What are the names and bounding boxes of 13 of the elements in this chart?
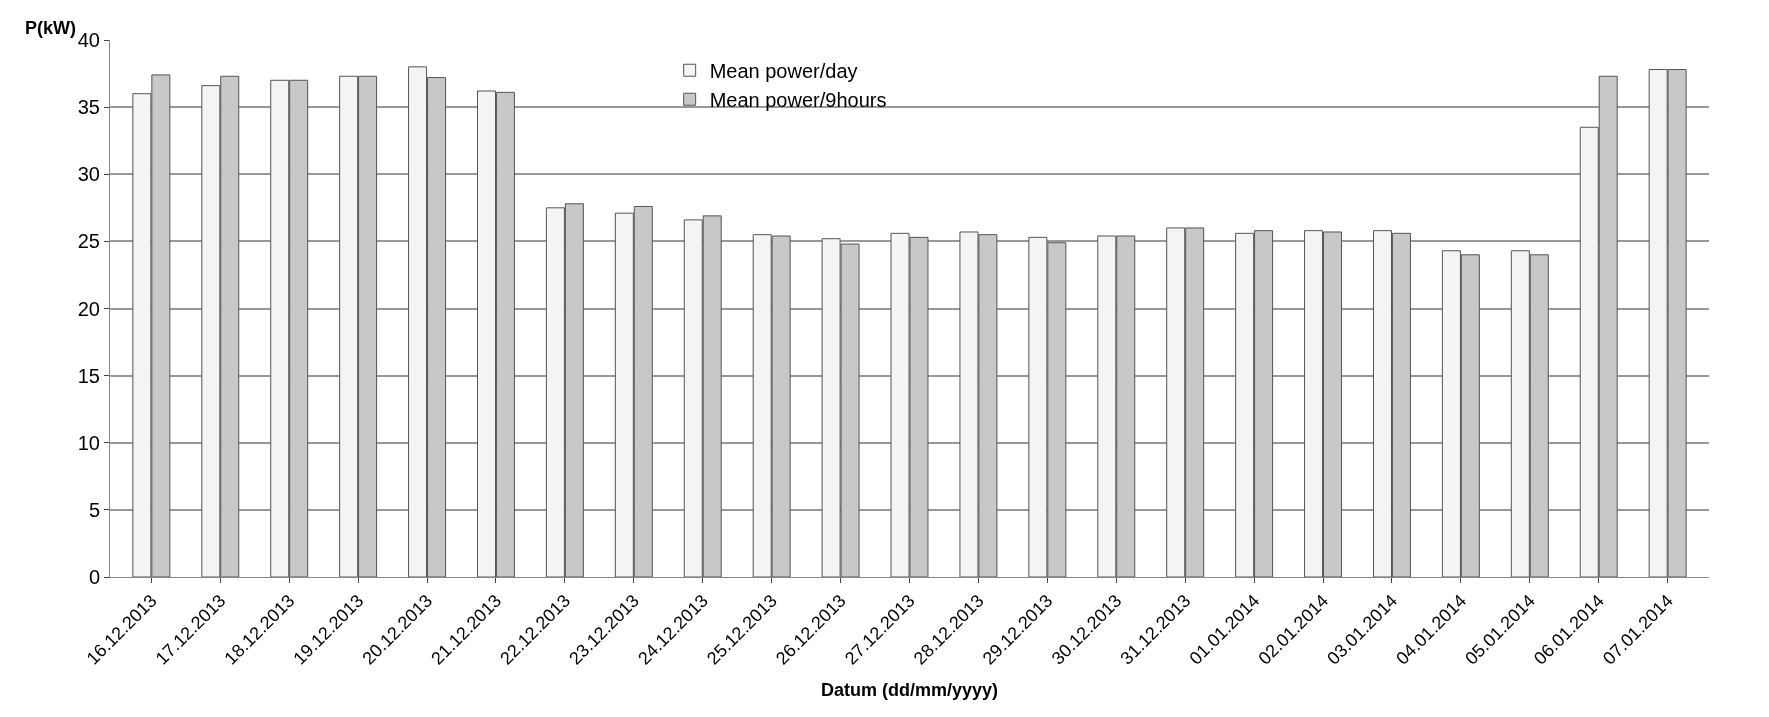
x-axis-title: Datum (dd/mm/yyyy) xyxy=(820,679,999,700)
legend-label: Mean power/day xyxy=(709,60,858,83)
y-tick-label: 15 xyxy=(77,364,100,387)
y-tick-label: 5 xyxy=(88,498,100,521)
y-tick-label: 25 xyxy=(77,230,100,253)
y-tick-label: 30 xyxy=(77,163,100,186)
y-axis-title: P(kW) xyxy=(25,18,76,38)
y-tick-label: 0 xyxy=(88,566,100,588)
y-tick-label: 20 xyxy=(77,297,100,320)
legend-label: Mean power/9hours xyxy=(709,89,887,112)
y-tick-label: 10 xyxy=(77,431,100,454)
y-tick-label: 40 xyxy=(77,29,100,51)
y-tick-label: 35 xyxy=(77,96,100,119)
